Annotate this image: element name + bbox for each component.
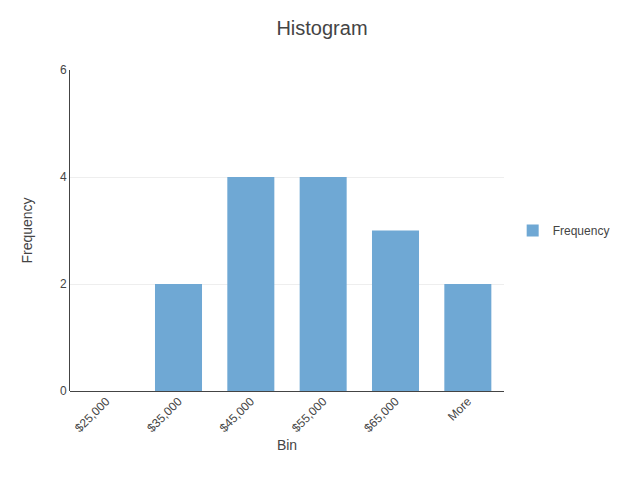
svg-text:$55,000: $55,000 <box>289 394 330 435</box>
svg-text:Histogram: Histogram <box>276 17 367 39</box>
svg-text:$65,000: $65,000 <box>361 394 402 435</box>
svg-text:2: 2 <box>60 277 67 291</box>
svg-text:6: 6 <box>60 63 67 77</box>
svg-text:Frequency: Frequency <box>19 197 35 263</box>
svg-text:Bin: Bin <box>277 437 297 453</box>
svg-text:More: More <box>445 394 474 423</box>
svg-text:$25,000: $25,000 <box>72 394 113 435</box>
svg-text:0: 0 <box>60 384 67 398</box>
svg-text:4: 4 <box>60 170 67 184</box>
svg-text:Frequency: Frequency <box>553 224 610 238</box>
svg-text:$35,000: $35,000 <box>144 394 185 435</box>
svg-text:$45,000: $45,000 <box>217 394 258 435</box>
